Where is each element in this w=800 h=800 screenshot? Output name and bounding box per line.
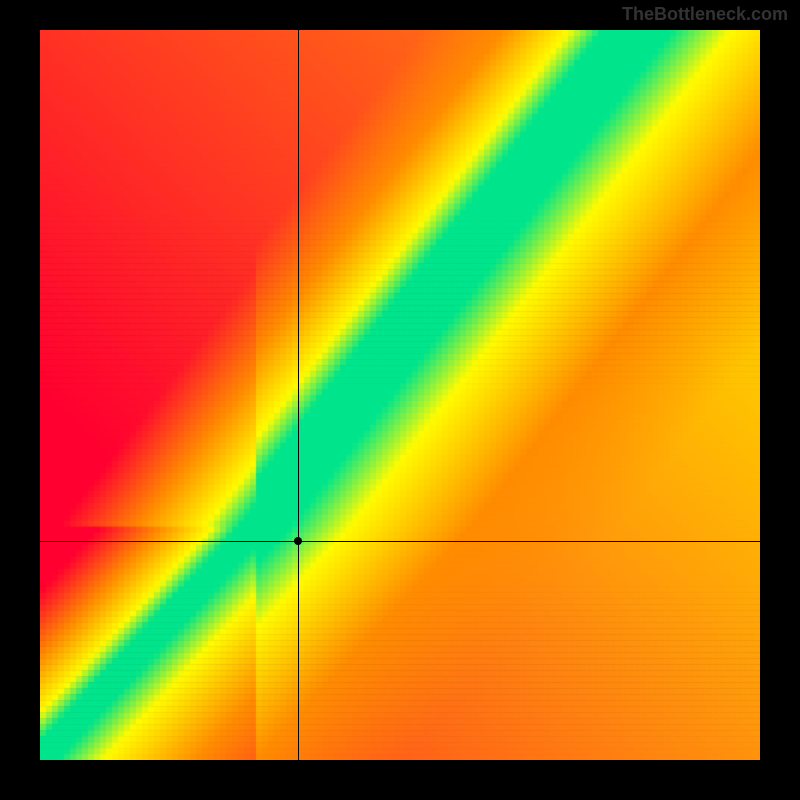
crosshair-horizontal [40,541,760,542]
attribution-text: TheBottleneck.com [622,4,788,25]
selection-marker [294,537,302,545]
crosshair-vertical [298,30,299,760]
heatmap-plot [40,30,760,760]
heatmap-canvas [40,30,760,760]
chart-container: TheBottleneck.com [0,0,800,800]
